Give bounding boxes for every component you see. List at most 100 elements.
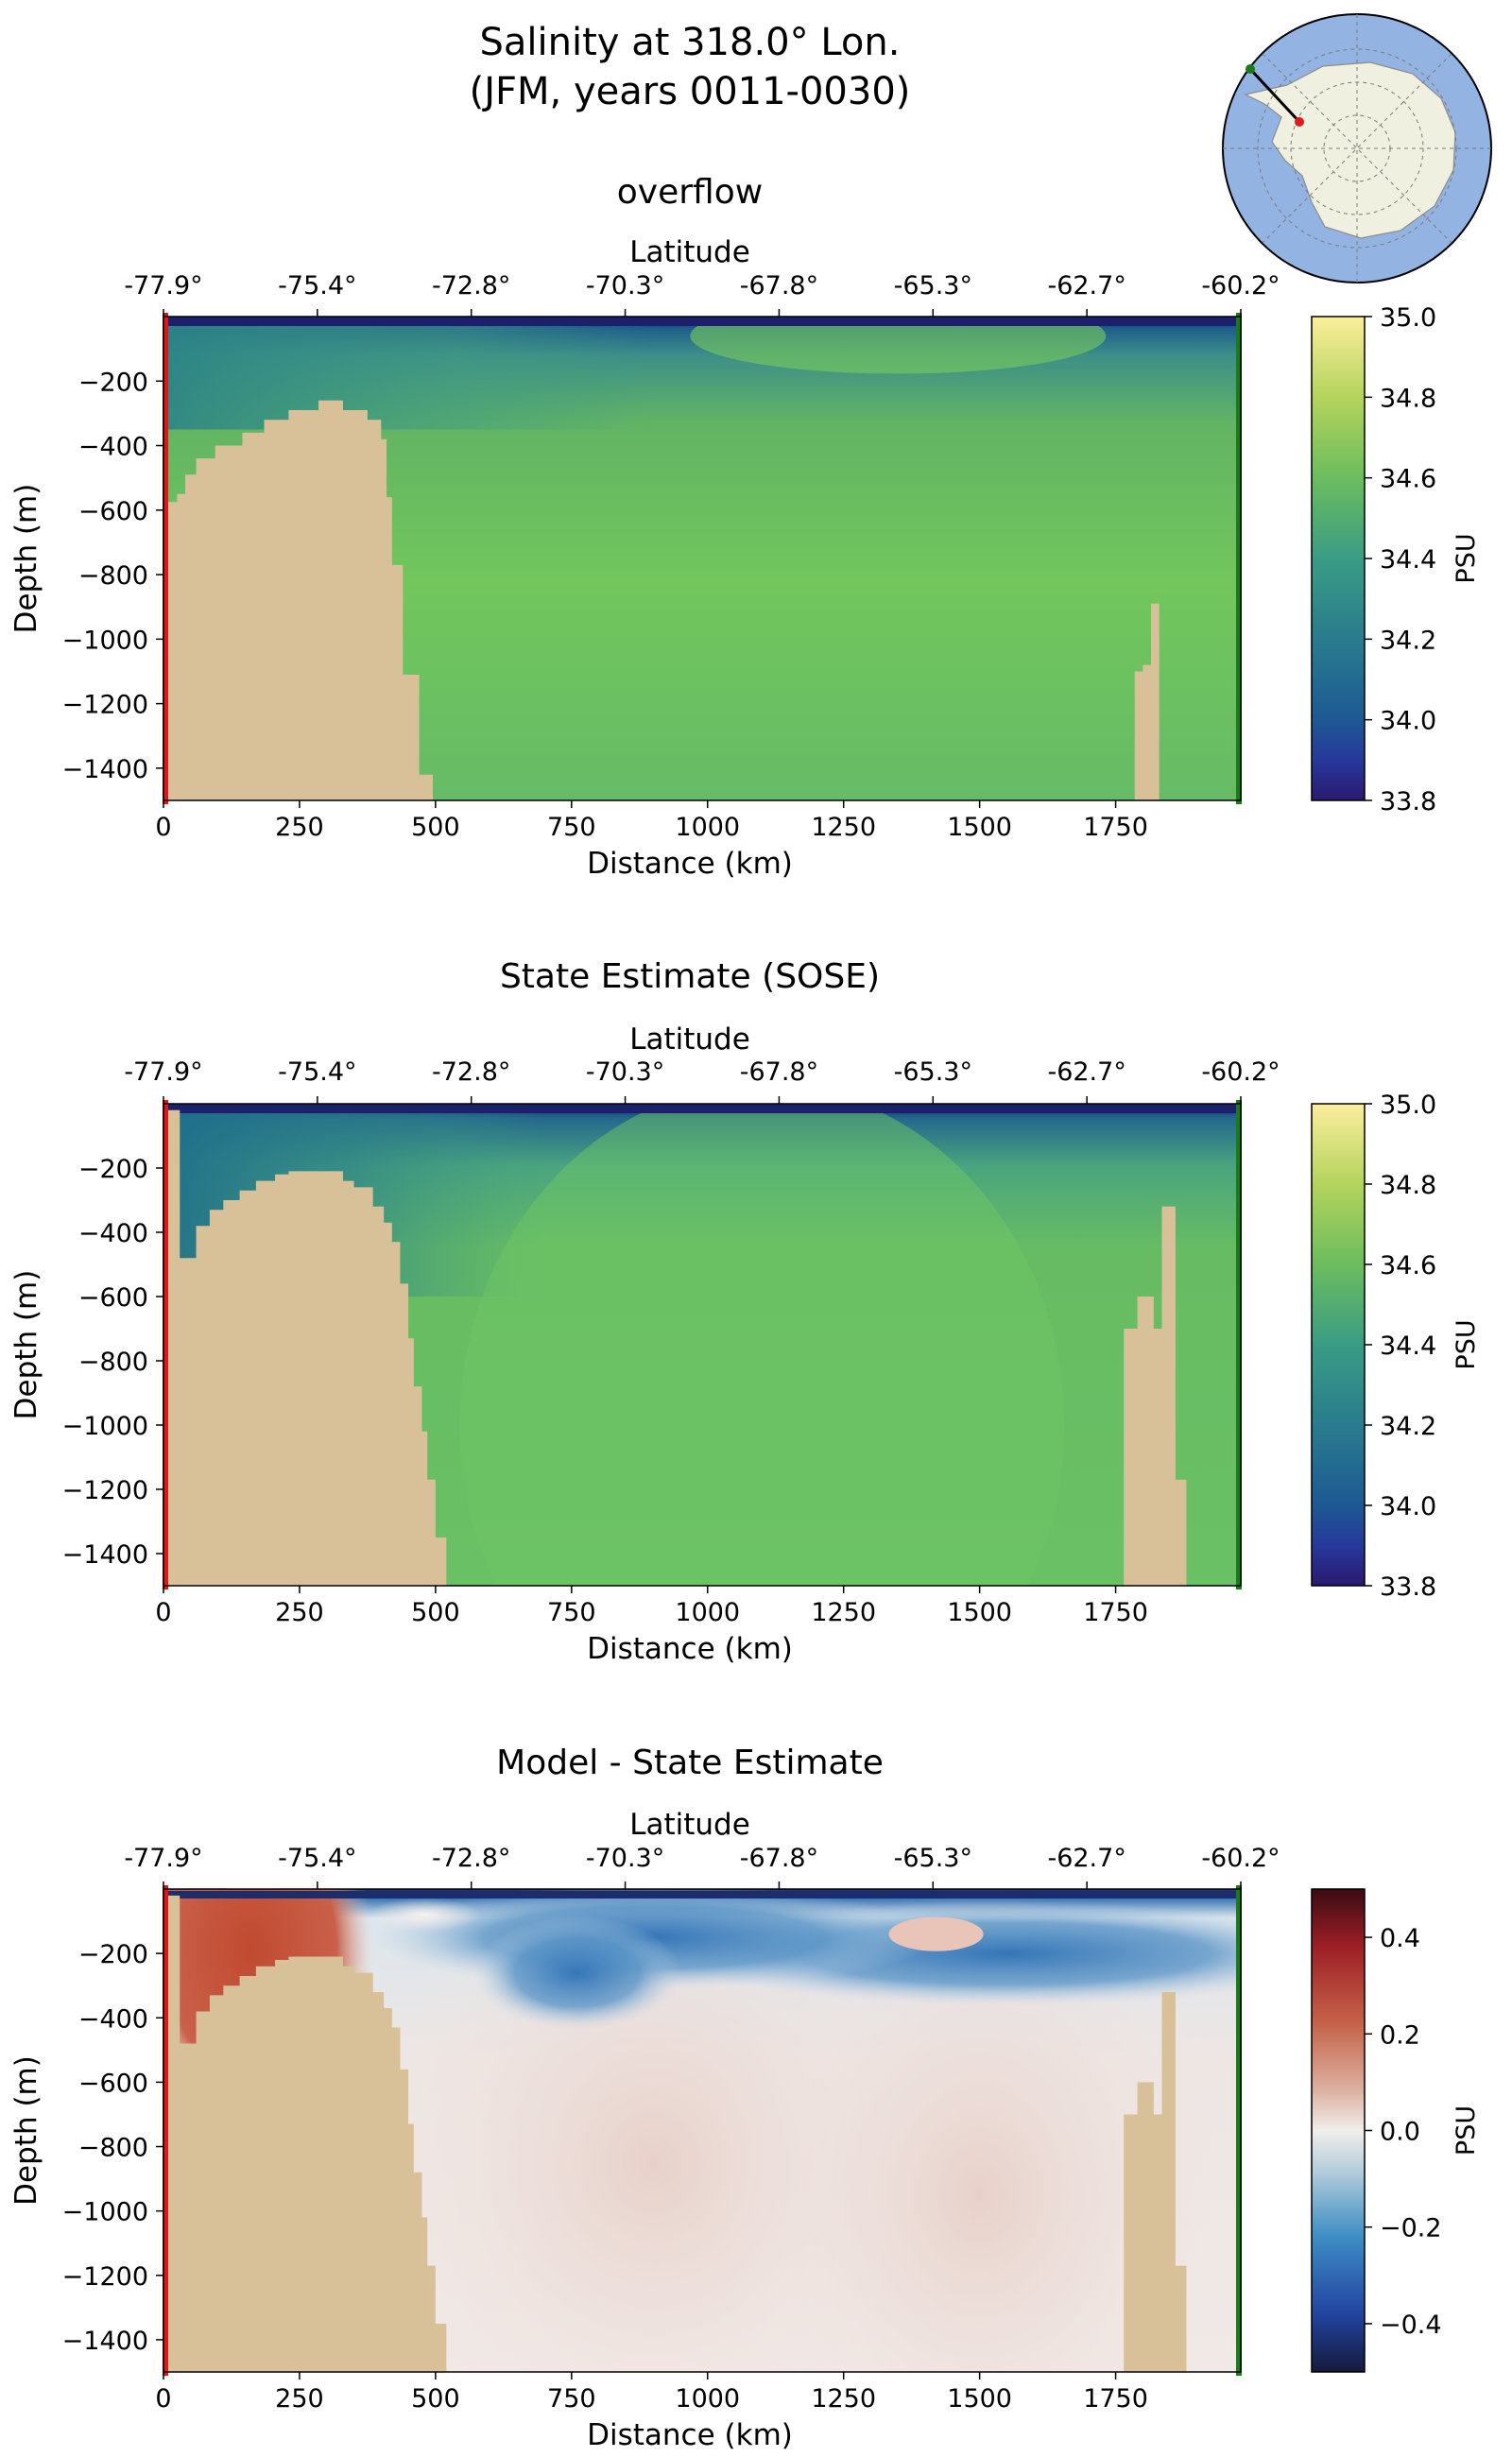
- transect-line: [1248, 67, 1301, 124]
- surface-layer: [163, 1104, 1241, 1113]
- top-tick-label: -77.9°: [124, 1844, 202, 1873]
- top-tick-label: -65.3°: [894, 271, 972, 301]
- x-tick-label: 1750: [1083, 813, 1148, 842]
- y-tick-label: −400: [78, 1219, 148, 1248]
- x-tick-label: 1250: [811, 1598, 876, 1627]
- y-axis-label: Depth (m): [9, 2055, 43, 2206]
- warm-core: [690, 317, 1107, 374]
- transect-end-marker: [1246, 64, 1255, 74]
- panel-title: overflow: [617, 173, 763, 212]
- colorbar-tick-label: 34.6: [1380, 1251, 1436, 1280]
- top-tick-label: -62.7°: [1047, 1057, 1125, 1087]
- top-tick-label: -72.8°: [432, 1057, 510, 1087]
- top-tick-label: -67.8°: [740, 1844, 818, 1873]
- y-tick-label: −1000: [62, 626, 148, 655]
- x-tick-label: 1500: [947, 813, 1012, 842]
- colorbar-tick-label: 33.8: [1380, 787, 1436, 816]
- x-tick-label: 1000: [675, 813, 740, 842]
- x-tick-label: 250: [275, 813, 324, 842]
- colorbar-tick-label: 0.0: [1380, 2118, 1420, 2147]
- heatmap-field: [163, 1104, 1241, 1586]
- surface-anomaly: [168, 1891, 1236, 1899]
- y-tick-label: −800: [78, 2134, 148, 2163]
- continental-shelf: [163, 400, 433, 800]
- x-tick-label: 1500: [947, 1598, 1012, 1627]
- y-tick-label: −600: [78, 1283, 148, 1313]
- x-tick-label: 1000: [675, 1598, 740, 1627]
- colorbar-label: PSU: [1452, 1319, 1481, 1369]
- y-tick-label: −200: [78, 368, 148, 397]
- top-tick-label: -62.7°: [1047, 1844, 1125, 1873]
- x-tick-label: 1500: [947, 2384, 1012, 2414]
- colorbar-tick-label: 34.8: [1380, 384, 1436, 413]
- top-tick-label: -75.4°: [278, 1844, 356, 1873]
- x-tick-label: 500: [411, 2384, 460, 2414]
- interior-core: [459, 1104, 1065, 1586]
- top-tick-label: -67.8°: [740, 1057, 818, 1087]
- near-zero-patch: [368, 1898, 482, 1933]
- y-tick-label: −400: [78, 433, 148, 462]
- y-tick-label: −200: [78, 1940, 148, 1969]
- x-tick-label: 0: [155, 2384, 171, 2414]
- chart-panel-3: Model - State Estimate Latitude Distance (…: [9, 1744, 1481, 2452]
- axes-frame: [163, 1888, 1242, 2373]
- top-tick-label: -77.9°: [124, 1057, 202, 1087]
- y-tick-label: −1000: [62, 1412, 148, 1441]
- x-axis-label: Distance (km): [587, 2418, 793, 2452]
- inset-map: [1222, 13, 1492, 284]
- colorbar-tick-label: 34.8: [1380, 1171, 1436, 1200]
- x-tick-label: 750: [547, 2384, 596, 2414]
- y-tick-label: −600: [78, 497, 148, 526]
- colorbar-label: PSU: [1452, 533, 1481, 583]
- ridge: [1124, 1992, 1187, 2372]
- y-tick-label: −800: [78, 561, 148, 591]
- top-tick-label: -60.2°: [1201, 1844, 1280, 1873]
- y-tick-label: −1200: [62, 691, 148, 720]
- x-tick-label: 1000: [675, 2384, 740, 2414]
- top-tick-label: -70.3°: [586, 1844, 664, 1873]
- top-tick-label: -72.8°: [432, 1844, 510, 1873]
- y-tick-label: −600: [78, 2069, 148, 2098]
- chart-panel-1: overflow Latitude Distance (km) Depth (m) 0 2…: [9, 173, 1481, 881]
- colorbar-tick-label: 34.2: [1380, 626, 1436, 655]
- y-tick-label: −1400: [62, 1540, 148, 1570]
- colorbar-tick-label: 35.0: [1380, 1091, 1436, 1120]
- x-tick-label: 750: [547, 813, 596, 842]
- colorbar: [1311, 1888, 1366, 2373]
- colorbar-tick-label: 35.0: [1380, 303, 1436, 333]
- top-tick-label: -70.3°: [586, 271, 664, 301]
- ridge: [1134, 603, 1160, 800]
- x-tick-label: 1250: [811, 2384, 876, 2414]
- panel-title: Model - State Estimate: [496, 1744, 884, 1782]
- axes-frame: [163, 316, 1242, 801]
- colorbar-tick-label: 0.2: [1380, 2020, 1420, 2050]
- continental-shelf: [163, 1895, 447, 2372]
- shelf-water: [163, 324, 654, 430]
- x-tick-label: 1750: [1083, 2384, 1148, 2414]
- y-tick-label: −800: [78, 1348, 148, 1377]
- y-tick-label: −1400: [62, 755, 148, 784]
- colorbar: [1311, 1103, 1366, 1587]
- x-tick-label: 0: [155, 1598, 171, 1627]
- x-tick-label: 0: [155, 813, 171, 842]
- top-tick-label: -65.3°: [894, 1844, 972, 1873]
- surface-layer: [163, 317, 1241, 326]
- negative-anomaly-core: [472, 1916, 681, 2030]
- colorbar-tick-label: 34.0: [1380, 1492, 1436, 1521]
- top-tick-label: -60.2°: [1201, 1057, 1280, 1087]
- top-axis-label: Latitude: [629, 1022, 750, 1057]
- top-tick-label: -70.3°: [586, 1057, 664, 1087]
- top-tick-label: -77.9°: [124, 271, 202, 301]
- ridge: [1124, 1206, 1187, 1586]
- colorbar-tick-label: 34.4: [1380, 545, 1436, 575]
- x-tick-label: 1750: [1083, 1598, 1148, 1627]
- colorbar-tick-label: 34.4: [1380, 1332, 1436, 1361]
- x-tick-label: 1250: [811, 813, 876, 842]
- top-axis-label: Latitude: [629, 235, 750, 269]
- positive-anomaly-patch: [888, 1916, 984, 1951]
- transect-start-marker: [1295, 117, 1304, 127]
- top-axis-label: Latitude: [629, 1808, 750, 1842]
- figure-title-line2: (JFM, years 0011-0030): [470, 70, 911, 113]
- y-tick-label: −1000: [62, 2198, 148, 2227]
